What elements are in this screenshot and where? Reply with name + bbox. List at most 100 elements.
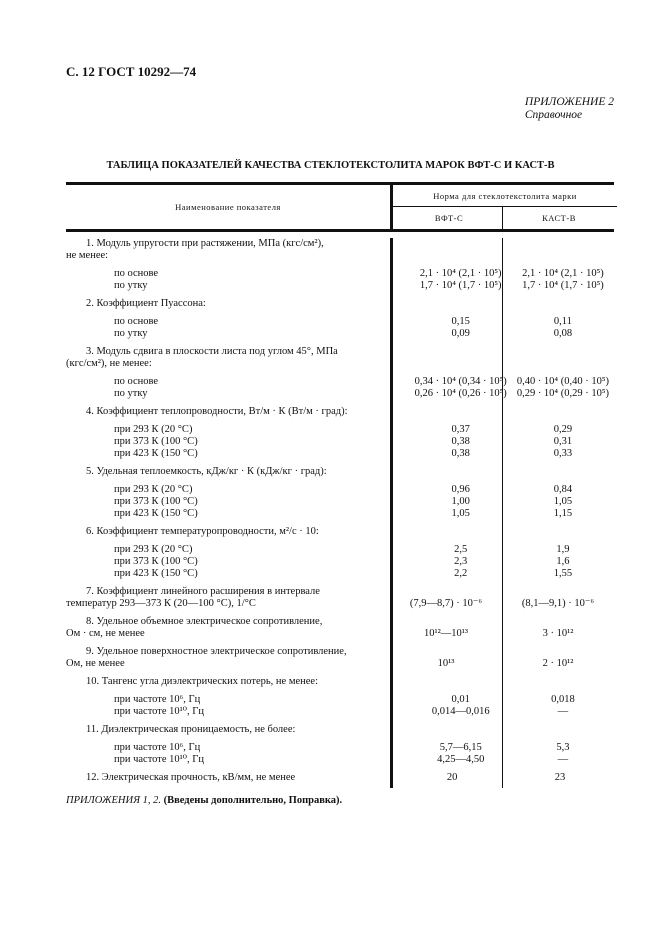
table-row: 5. Удельная теплоемкость, кДж/кг · К (кД… bbox=[66, 466, 614, 478]
table-row: 8. Удельное объемное электрическое сопро… bbox=[66, 616, 614, 628]
table-row: при частоте 10⁶, Гц 5,7—6,15 5,3 bbox=[66, 742, 614, 754]
table-row: при 423 К (150 °С) 2,2 1,55 bbox=[66, 568, 614, 580]
table-row: при 423 К (150 °С) 1,05 1,15 bbox=[66, 508, 614, 520]
value-kast-v: 1,7 · 10⁴ (1,7 · 10⁵) bbox=[522, 280, 604, 291]
value-vft-s: 5,7—6,15 bbox=[439, 742, 482, 753]
condition-label: при 293 К (20 °С) bbox=[114, 544, 193, 555]
table-body: 1. Модуль упругости при растяжении, МПа … bbox=[66, 238, 614, 788]
value-kast-v: — bbox=[557, 754, 569, 765]
condition-label: при 373 К (100 °С) bbox=[114, 436, 198, 447]
condition-label: по основе bbox=[114, 376, 159, 387]
table-row: по основе 0,34 · 10⁴ (0,34 · 10⁵) 0,40 · 1… bbox=[66, 376, 614, 388]
table-row: при 293 К (20 °С) 0,96 0,84 bbox=[66, 484, 614, 496]
value-vft-s: 0,38 bbox=[451, 448, 470, 459]
value-vft-s: 2,1 · 10⁴ (2,1 · 10⁵) bbox=[419, 268, 502, 279]
table-row: при 373 К (100 °С) 0,38 0,31 bbox=[66, 436, 614, 448]
table-item: 10. Тангенс угла диэлектрических потерь,… bbox=[66, 676, 614, 718]
table-row: Ом, не менее 10¹³ 2 · 10¹² bbox=[66, 658, 614, 670]
condition-label: при частоте 10⁶, Гц bbox=[114, 694, 201, 705]
value-vft-s: 0,38 bbox=[451, 436, 470, 447]
condition-label: по основе bbox=[114, 316, 159, 327]
value-kast-v: 0,31 bbox=[553, 436, 573, 447]
indicator-name: 8. Удельное объемное электрическое сопро… bbox=[86, 616, 323, 627]
indicator-name: 6. Коэффициент температуропроводности, м… bbox=[86, 526, 319, 537]
value-vft-s: 0,09 bbox=[451, 328, 470, 339]
sub-rows: при частоте 10⁶, Гц 0,01 0,018 при частоте … bbox=[66, 694, 614, 718]
col-kast-header: КАСТ-В bbox=[502, 206, 615, 229]
indicator-name: Ом, не менее bbox=[66, 658, 125, 669]
value-kast-v: 3 · 10¹² bbox=[542, 628, 574, 639]
table-title: ТАБЛИЦА ПОКАЗАТЕЛЕЙ КАЧЕСТВА СТЕКЛОТЕКСТ… bbox=[106, 160, 555, 171]
table-item: 3. Модуль сдвига в плоскости листа под у… bbox=[66, 346, 614, 400]
value-vft-s: 0,014—0,016 bbox=[431, 706, 490, 717]
condition-label: при 423 К (150 °С) bbox=[114, 508, 198, 519]
table-item: 2. Коэффициент Пуассона: по основе 0,15 0,1… bbox=[66, 298, 614, 340]
table-row: 12. Электрическая прочность, кВ/мм, не м… bbox=[66, 772, 614, 784]
sub-rows: при частоте 10⁶, Гц 5,7—6,15 5,3 при частот… bbox=[66, 742, 614, 766]
value-vft-s: 1,00 bbox=[451, 496, 470, 507]
indicator-name: 3. Модуль сдвига в плоскости листа под у… bbox=[86, 346, 338, 357]
indicator-name: Ом · см, не менее bbox=[66, 628, 145, 639]
indicator-name: 2. Коэффициент Пуассона: bbox=[86, 298, 206, 309]
indicator-name: 5. Удельная теплоемкость, кДж/кг · К (кД… bbox=[86, 466, 327, 477]
table-item: 4. Коэффициент теплопроводности, Вт/м · … bbox=[66, 406, 614, 460]
condition-label: по утку bbox=[114, 388, 148, 399]
value-vft-s: 0,26 · 10⁴ (0,26 · 10⁵) bbox=[414, 388, 507, 399]
table-row: 6. Коэффициент температуропроводности, м… bbox=[66, 526, 614, 538]
value-kast-v: 1,05 bbox=[553, 496, 573, 507]
table-item: 7. Коэффициент линейного расширения в ин… bbox=[66, 586, 614, 610]
table-row: 7. Коэффициент линейного расширения в ин… bbox=[66, 586, 614, 598]
sub-rows: при 293 К (20 °С) 2,5 1,9 при 373 К (100 °С… bbox=[66, 544, 614, 580]
table-item: 8. Удельное объемное электрическое сопро… bbox=[66, 616, 614, 640]
table-row: по основе 2,1 · 10⁴ (2,1 · 10⁵) 2,1 · 10⁴ … bbox=[66, 268, 614, 280]
col-group-header: Норма для стеклотекстолита марки bbox=[390, 185, 617, 207]
condition-label: при 293 К (20 °С) bbox=[114, 484, 193, 495]
value-vft-s: 0,96 bbox=[451, 484, 470, 495]
value-kast-v: 0,018 bbox=[551, 694, 575, 705]
value-kast-v: 0,08 bbox=[553, 328, 573, 339]
value-kast-v: — bbox=[557, 706, 569, 717]
value-kast-v: (8,1—9,1) · 10⁻⁶ bbox=[521, 598, 595, 609]
indicator-name: 9. Удельное поверхностное электрическое … bbox=[86, 646, 347, 657]
value-kast-v: 1,55 bbox=[553, 568, 573, 579]
value-kast-v: 2 · 10¹² bbox=[542, 658, 574, 669]
condition-label: при частоте 10¹⁰, Гц bbox=[114, 754, 204, 765]
col-name-header: Наименование показателя bbox=[175, 202, 281, 212]
table-row: по утку 0,09 0,08 bbox=[66, 328, 614, 340]
value-kast-v: 0,33 bbox=[553, 448, 573, 459]
col-vft-header: ВФТ-С bbox=[390, 206, 505, 229]
indicator-name: 12. Электрическая прочность, кВ/мм, не м… bbox=[86, 772, 296, 783]
value-kast-v: 1,9 bbox=[556, 544, 570, 555]
appendix-label: ПРИЛОЖЕНИЕ 2 Справочное bbox=[525, 96, 614, 122]
table-row: по утку 0,26 · 10⁴ (0,26 · 10⁵) 0,29 · 10⁴… bbox=[66, 388, 614, 400]
table-row: при 293 К (20 °С) 0,37 0,29 bbox=[66, 424, 614, 436]
value-vft-s: 2,3 bbox=[454, 556, 468, 567]
table-row: Ом · см, не менее 10¹²—10¹³ 3 · 10¹² bbox=[66, 628, 614, 640]
condition-label: по утку bbox=[114, 280, 148, 291]
table-row: 2. Коэффициент Пуассона: bbox=[66, 298, 614, 310]
table-row: 3. Модуль сдвига в плоскости листа под у… bbox=[66, 346, 614, 358]
value-vft-s: 10¹³ bbox=[437, 658, 455, 669]
table-row: не менее: bbox=[66, 250, 614, 262]
condition-label: при 423 К (150 °С) bbox=[114, 568, 198, 579]
condition-label: при частоте 10¹⁰, Гц bbox=[114, 706, 204, 717]
table-header: Наименование показателя Норма для стекло… bbox=[66, 182, 617, 232]
value-kast-v: 0,29 bbox=[553, 424, 573, 435]
table-item: 12. Электрическая прочность, кВ/мм, не м… bbox=[66, 772, 614, 784]
condition-label: при 293 К (20 °С) bbox=[114, 424, 193, 435]
table-item: 1. Модуль упругости при растяжении, МПа … bbox=[66, 238, 614, 292]
table-item: 5. Удельная теплоемкость, кДж/кг · К (кД… bbox=[66, 466, 614, 520]
value-vft-s: 4,25—4,50 bbox=[437, 754, 485, 765]
table-row: 1. Модуль упругости при растяжении, МПа … bbox=[66, 238, 614, 250]
table-row: по основе 0,15 0,11 bbox=[66, 316, 614, 328]
value-vft-s: (7,9—8,7) · 10⁻⁶ bbox=[409, 598, 483, 609]
value-kast-v: 23 bbox=[554, 772, 566, 783]
value-kast-v: 0,29 · 10⁴ (0,29 · 10⁵) bbox=[516, 388, 609, 399]
appendix-note: Справочное bbox=[524, 109, 583, 121]
page-header: С. 12 ГОСТ 10292—74 bbox=[66, 64, 197, 79]
table-row: 9. Удельное поверхностное электрическое … bbox=[66, 646, 614, 658]
indicator-name: температур 293—373 К (20—100 °С), 1/°С bbox=[66, 598, 256, 609]
value-kast-v: 5,3 bbox=[556, 742, 570, 753]
indicator-name: 1. Модуль упругости при растяжении, МПа … bbox=[86, 238, 324, 249]
